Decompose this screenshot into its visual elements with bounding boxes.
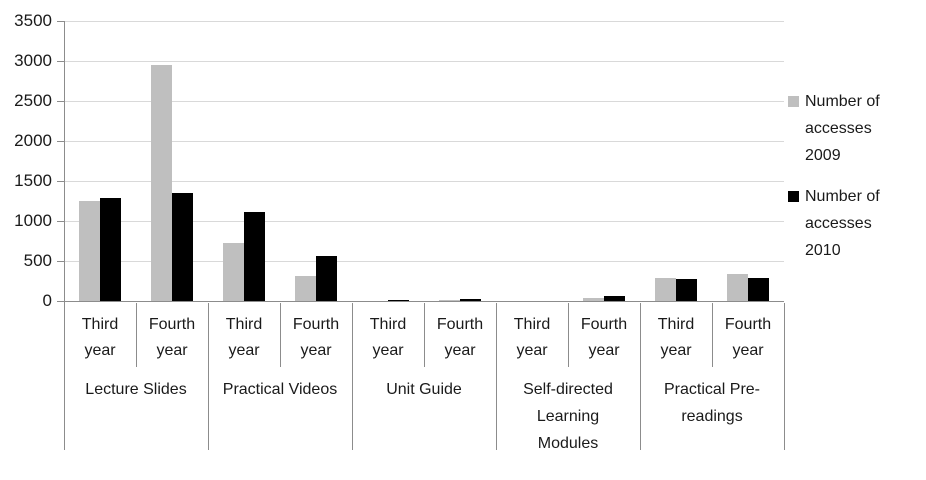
subcategory-divider — [136, 303, 137, 367]
bar-2010 — [172, 193, 193, 301]
subcategory-divider — [568, 303, 569, 367]
bar-2009 — [583, 298, 604, 301]
y-tick-mark — [57, 21, 64, 22]
y-tick-mark — [57, 221, 64, 222]
y-tick-label: 2500 — [14, 91, 52, 110]
legend-item-2010: Number of accesses 2010 — [788, 183, 911, 264]
gridline — [64, 61, 784, 62]
subcategory-label: Fourth year — [148, 316, 196, 359]
bar-2010 — [460, 299, 481, 301]
y-axis-line — [64, 21, 65, 450]
group-label: Lecture Slides — [85, 381, 187, 398]
legend-swatch-2010-icon — [788, 191, 799, 202]
subcategory-divider — [280, 303, 281, 367]
bar-2009 — [295, 276, 316, 301]
y-tick-mark — [57, 141, 64, 142]
subcategory-label: Third year — [657, 316, 695, 359]
bar-2009 — [655, 278, 676, 301]
subcategory-label: Fourth year — [724, 316, 772, 359]
y-tick-label: 3000 — [14, 51, 52, 70]
y-tick-label: 500 — [23, 251, 52, 270]
bar-2010 — [244, 212, 265, 301]
y-tick-label: 0 — [42, 291, 52, 310]
subcategory-label: Fourth year — [292, 316, 340, 359]
subcategory-divider — [424, 303, 425, 367]
y-tick-mark — [57, 261, 64, 262]
y-tick-label: 3500 — [14, 11, 52, 30]
bar-2010 — [100, 198, 121, 301]
gridline — [64, 21, 784, 22]
bar-2009 — [151, 65, 172, 301]
bar-2009 — [223, 243, 244, 301]
subcategory-label: Fourth year — [436, 316, 484, 359]
bar-2009 — [727, 274, 748, 301]
subcategory-label: Third year — [225, 316, 263, 359]
subcategory-divider — [712, 303, 713, 367]
y-tick-mark — [57, 101, 64, 102]
bar-2010 — [676, 279, 697, 301]
y-tick-label: 1000 — [14, 211, 52, 230]
gridline — [64, 221, 784, 222]
gridline — [64, 101, 784, 102]
subcategory-label: Fourth year — [580, 316, 628, 359]
group-divider — [640, 303, 641, 450]
subcategory-label: Third year — [369, 316, 407, 359]
y-tick-mark — [57, 181, 64, 182]
group-label: Unit Guide — [386, 381, 462, 398]
bar-2010 — [388, 300, 409, 301]
group-divider — [496, 303, 497, 450]
legend-item-2009: Number of accesses 2009 — [788, 88, 911, 169]
group-label: Practical Pre-readings — [663, 381, 761, 425]
subcategory-label: Third year — [81, 316, 119, 359]
y-tick-mark — [57, 61, 64, 62]
bar-2010 — [604, 296, 625, 301]
x-axis-line — [57, 301, 784, 302]
group-divider — [352, 303, 353, 450]
gridline — [64, 261, 784, 262]
group-divider — [208, 303, 209, 450]
gridline — [64, 141, 784, 142]
gridline — [64, 181, 784, 182]
category-area-right-border — [784, 303, 785, 450]
group-label: Self-directed Learning Modules — [523, 381, 613, 452]
legend-swatch-2009-icon — [788, 96, 799, 107]
group-label: Practical Videos — [222, 381, 338, 398]
legend-label-2009: Number of accesses 2009 — [805, 93, 880, 164]
bar-2010 — [748, 278, 769, 301]
bar-2009 — [79, 201, 100, 301]
y-tick-label: 2000 — [14, 131, 52, 150]
bar-2010 — [316, 256, 337, 301]
y-tick-label: 1500 — [14, 171, 52, 190]
subcategory-label: Third year — [513, 316, 551, 359]
legend-label-2010: Number of accesses 2010 — [805, 188, 880, 259]
bar-2009 — [439, 300, 460, 301]
